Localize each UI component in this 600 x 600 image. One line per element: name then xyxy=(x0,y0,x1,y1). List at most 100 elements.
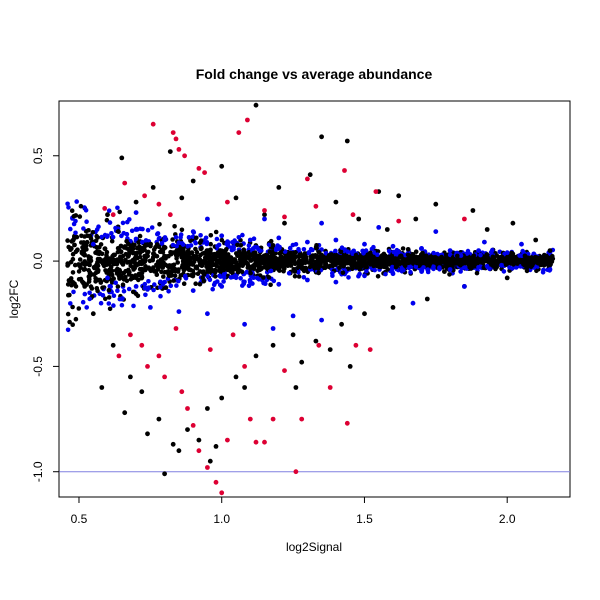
dense-point-black xyxy=(156,244,162,250)
data-point xyxy=(282,220,287,226)
dense-point-black xyxy=(127,269,132,275)
data-point xyxy=(319,134,324,140)
dense-point-black xyxy=(312,266,318,271)
data-point xyxy=(145,364,150,369)
dense-point-black xyxy=(190,273,196,279)
dense-point-black xyxy=(357,258,362,263)
dense-point-blue xyxy=(464,251,470,256)
dense-point-black xyxy=(161,274,166,279)
dense-point-black xyxy=(74,248,80,253)
data-point xyxy=(253,102,259,108)
dense-point-black xyxy=(223,248,228,253)
data-point xyxy=(447,248,453,254)
dense-point-black xyxy=(458,263,463,268)
dense-point-black xyxy=(136,271,142,277)
data-point xyxy=(173,326,179,331)
dense-point-blue xyxy=(107,284,113,289)
dense-point-black xyxy=(70,322,75,328)
dense-point-blue xyxy=(357,271,362,277)
dense-point-black xyxy=(209,267,214,272)
data-point xyxy=(413,216,419,222)
dense-point-black xyxy=(266,255,272,261)
dense-point-blue xyxy=(111,293,117,299)
dense-point-black xyxy=(77,214,83,219)
dense-point-black xyxy=(240,263,245,269)
data-point xyxy=(116,353,122,359)
dense-point-black xyxy=(107,269,113,275)
dense-point-black xyxy=(139,275,145,280)
data-point xyxy=(290,332,296,338)
data-point xyxy=(70,237,76,243)
dense-point-black xyxy=(281,268,286,274)
dense-point-black xyxy=(98,280,104,285)
dense-point-black xyxy=(115,284,121,289)
dense-point-black xyxy=(115,257,120,262)
dense-point-black xyxy=(117,209,122,215)
series-1 xyxy=(90,210,553,331)
data-point xyxy=(102,206,108,211)
dense-point-black xyxy=(133,273,138,278)
data-point xyxy=(236,130,242,136)
dense-point-black xyxy=(349,263,355,269)
dense-point-black xyxy=(481,257,487,263)
data-point xyxy=(150,185,156,190)
data-point xyxy=(333,199,339,205)
dense-point-black xyxy=(248,252,254,258)
dense-point-black xyxy=(371,263,376,269)
dense-point-black xyxy=(463,260,469,266)
dense-point-black xyxy=(286,251,292,256)
y-axis-label: log2FC xyxy=(7,279,21,318)
dense-point-blue xyxy=(94,227,100,232)
dense-point-black xyxy=(197,281,203,287)
dense-point-black xyxy=(446,260,452,266)
dense-point-black xyxy=(211,262,216,268)
dense-point-blue xyxy=(84,305,89,310)
dense-point-black xyxy=(474,270,480,276)
data-point xyxy=(299,416,305,422)
dense-point-black xyxy=(115,249,121,255)
dense-point-blue xyxy=(98,300,104,306)
dense-point-black xyxy=(171,278,176,283)
data-point xyxy=(127,374,133,380)
dense-point-black xyxy=(375,274,381,279)
dense-point-black xyxy=(189,250,195,255)
dense-point-black xyxy=(241,247,247,252)
dense-point-black xyxy=(115,228,121,234)
data-point xyxy=(219,284,225,289)
dense-point-black xyxy=(266,275,272,280)
dense-point-black xyxy=(238,243,244,248)
dense-point-blue xyxy=(244,269,249,275)
dense-point-black xyxy=(413,249,419,254)
data-point xyxy=(313,338,319,344)
dense-point-blue xyxy=(236,235,242,240)
data-point xyxy=(373,189,379,195)
dense-point-black xyxy=(76,306,82,311)
dense-point-black xyxy=(202,255,208,260)
dense-point-blue xyxy=(73,230,78,236)
data-point xyxy=(290,313,296,319)
data-point xyxy=(339,321,344,327)
data-point xyxy=(142,193,148,199)
dense-point-black xyxy=(223,260,228,265)
dense-point-black xyxy=(471,253,477,258)
data-point xyxy=(253,439,259,445)
dense-point-black xyxy=(187,254,192,260)
data-point xyxy=(167,149,173,155)
data-point xyxy=(419,246,424,251)
dense-point-black xyxy=(511,262,516,267)
data-point xyxy=(447,267,453,272)
dense-point-black xyxy=(221,267,227,273)
data-point xyxy=(327,385,333,390)
data-point xyxy=(276,235,282,241)
dense-point-black xyxy=(200,251,205,256)
dense-point-blue xyxy=(113,225,118,231)
dense-point-blue xyxy=(126,286,132,292)
dense-point-black xyxy=(293,249,298,255)
data-point xyxy=(150,121,156,127)
dense-point-black xyxy=(146,249,151,255)
dense-point-black xyxy=(100,285,105,291)
data-point xyxy=(162,279,168,285)
dense-point-black xyxy=(138,245,143,251)
data-point xyxy=(207,458,213,464)
dense-point-black xyxy=(119,260,124,265)
